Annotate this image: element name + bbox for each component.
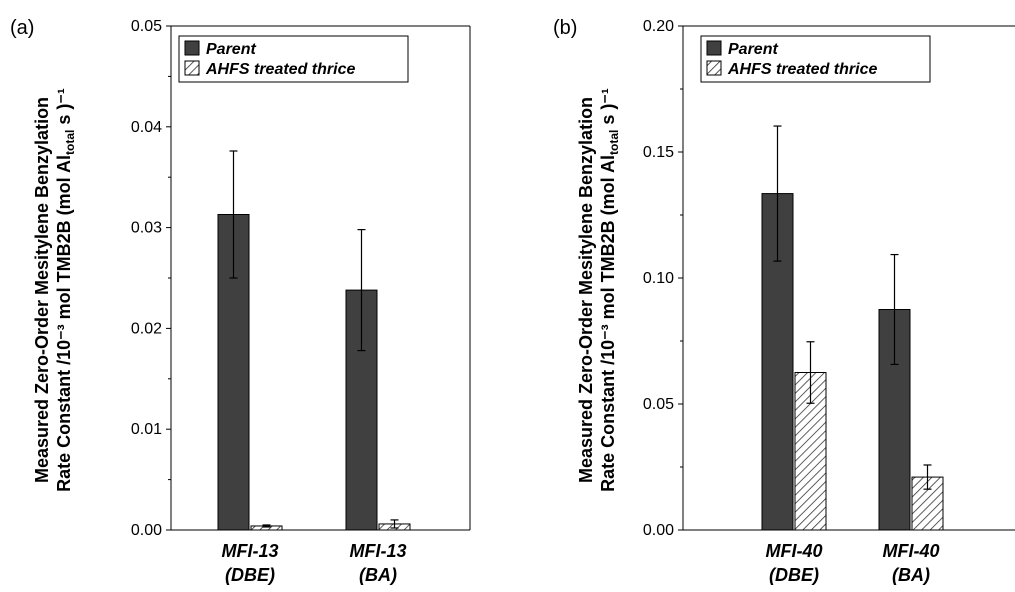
y-tick-label: 0.05 bbox=[643, 396, 674, 413]
legend-swatch bbox=[706, 40, 722, 56]
panel-label: (a) bbox=[10, 17, 34, 39]
y-axis-label-line1: Measured Zero-Order Mesitylene Benzylati… bbox=[576, 97, 596, 483]
y-axis-label-line2: Rate Constant /10⁻³ mol TMB2B (mol Al bbox=[54, 155, 74, 492]
y-tick-label: 0.00 bbox=[643, 522, 674, 539]
panel-label: (b) bbox=[553, 17, 577, 39]
y-axis-label-line2: Rate Constant /10⁻³ mol TMB2B (mol Al bbox=[598, 155, 618, 492]
y-axis-label-line1: Measured Zero-Order Mesitylene Benzylati… bbox=[32, 97, 52, 483]
x-category-label: (DBE) bbox=[225, 565, 275, 585]
x-category-label: MFI-13 bbox=[221, 541, 278, 561]
y-tick-label: 0.00 bbox=[131, 522, 162, 539]
legend-label: AHFS treated thrice bbox=[727, 61, 877, 78]
x-category-label: MFI-13 bbox=[349, 541, 406, 561]
y-axis-label-tail: s )⁻¹ bbox=[54, 88, 74, 130]
y-tick-label: 0.03 bbox=[131, 220, 162, 237]
panel-b: (b) 0.00 0.05 0.10 0.15 0.20 MFI-40 (DBE) MFI-40… bbox=[553, 17, 1015, 585]
panel-a: (a) 0.00 0.01 0.02 0.03 0.04 0.05 MFI-13 (DBE) MF… bbox=[10, 17, 471, 585]
x-category-label: (BA) bbox=[892, 565, 930, 585]
legend-box bbox=[700, 35, 931, 83]
legend-swatch bbox=[184, 60, 200, 76]
legend-label: Parent bbox=[728, 41, 778, 58]
legend-box bbox=[178, 35, 409, 83]
y-tick-label: 0.02 bbox=[131, 320, 162, 337]
y-tick-label: 0.04 bbox=[131, 119, 162, 136]
legend-label: Parent bbox=[206, 41, 256, 58]
legend-label: AHFS treated thrice bbox=[205, 61, 355, 78]
y-axis-label-tail: s )⁻¹ bbox=[598, 88, 618, 130]
y-axis-label-sub: total bbox=[607, 130, 621, 155]
y-axis-label: Measured Zero-Order Mesitylene Benzylati… bbox=[32, 88, 77, 492]
y-axis-label: Measured Zero-Order Mesitylene Benzylati… bbox=[576, 88, 621, 492]
x-category-label: (DBE) bbox=[769, 565, 819, 585]
x-category-label: (BA) bbox=[359, 565, 397, 585]
y-tick-label: 0.15 bbox=[643, 144, 674, 161]
x-category-label: MFI-40 bbox=[765, 541, 822, 561]
y-tick-label: 0.01 bbox=[131, 421, 162, 438]
legend-swatch bbox=[706, 60, 722, 76]
x-category-label: MFI-40 bbox=[882, 541, 939, 561]
y-axis-label-sub: total bbox=[63, 130, 77, 155]
y-tick-label: 0.20 bbox=[643, 18, 674, 35]
y-tick-label: 0.10 bbox=[643, 270, 674, 287]
legend-swatch bbox=[184, 40, 200, 56]
y-tick-label: 0.05 bbox=[131, 18, 162, 35]
